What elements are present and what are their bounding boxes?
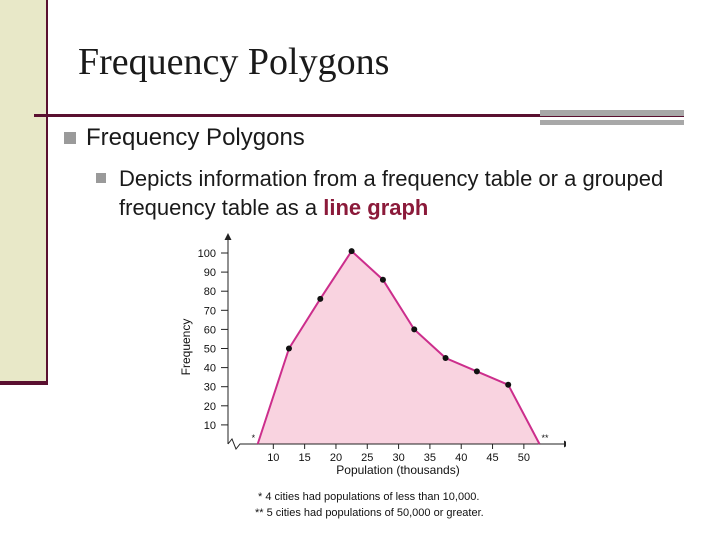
x-tick-label: 35: [424, 452, 436, 464]
y-tick-label: 30: [204, 382, 216, 394]
data-point: [411, 326, 418, 333]
left-accent-bar-base: [0, 381, 48, 385]
data-point: [473, 368, 480, 375]
area-fill: [257, 251, 540, 444]
y-axis-label: Frequency: [179, 319, 193, 376]
x-tick-label: 45: [486, 452, 498, 464]
x-axis-arrow-icon: [564, 440, 566, 448]
y-tick-label: 20: [204, 401, 216, 413]
data-point: [348, 248, 355, 255]
left-accent-bar: [0, 0, 48, 385]
data-point: [379, 276, 386, 283]
slide-title: Frequency Polygons: [78, 41, 390, 83]
data-point: [317, 295, 324, 302]
y-tick-label: 70: [204, 305, 216, 317]
footnote-1: * 4 cities had populations of less than …: [258, 491, 479, 503]
data-point: [442, 355, 449, 362]
series-line: [256, 249, 541, 445]
y-axis-arrow-icon: [224, 233, 232, 240]
x-tick-label: 20: [330, 452, 342, 464]
footnote-2: ** 5 cities had populations of 50,000 or…: [255, 507, 484, 519]
bullet-level1: Frequency Polygons: [64, 124, 305, 152]
title-divider: [34, 114, 684, 117]
y-tick-label: 50: [204, 344, 216, 356]
title-divider-accent-bottom: [540, 120, 684, 125]
y-tick-label: 80: [204, 286, 216, 298]
x-tick-label: 15: [299, 452, 311, 464]
y-tick-label: 40: [204, 363, 216, 375]
y-tick-label: 100: [198, 248, 216, 260]
x-tick-label: 30: [392, 452, 404, 464]
bullet-level2-highlight: line graph: [323, 195, 429, 220]
data-point: [505, 381, 512, 388]
frequency-polygon-chart: 10 20 30 40 50 60 70 80 90 100 10 15 20 25 30 35 40 45 50 *…: [176, 232, 566, 524]
bullet-level2-text: Depicts information from a frequency tab…: [119, 164, 696, 222]
end-marker-label: **: [542, 433, 550, 443]
x-axis-label: Population (thousands): [336, 463, 459, 477]
y-tick-label: 10: [204, 420, 216, 432]
title-divider-accent-top: [540, 110, 684, 116]
y-tick-label: 60: [204, 324, 216, 336]
bullet-level2: Depicts information from a frequency tab…: [96, 164, 696, 222]
x-tick-label: 40: [455, 452, 467, 464]
bullet-level1-text: Frequency Polygons: [86, 124, 305, 151]
x-tick-label: 10: [267, 452, 279, 464]
data-point: [285, 345, 292, 352]
axis-break-icon: [227, 438, 242, 450]
x-tick-label: 25: [361, 452, 373, 464]
bullet-level2-plain: Depicts information from a frequency tab…: [119, 166, 664, 220]
bullet-square-icon: [64, 132, 76, 144]
bullet-square-icon: [96, 173, 106, 183]
x-tick-label: 50: [518, 452, 530, 464]
y-tick-label: 90: [204, 267, 216, 279]
start-marker-label: *: [252, 433, 256, 443]
